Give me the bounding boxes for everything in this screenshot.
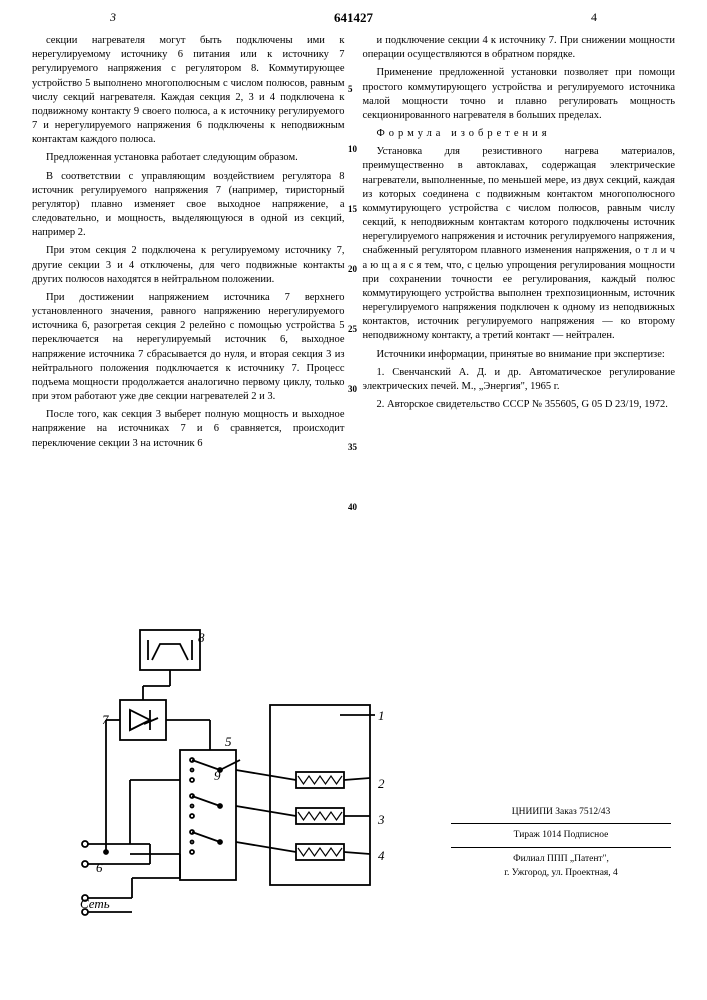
body-paragraph: После того, как секция 3 выберет полную … bbox=[32, 408, 345, 451]
left-column: секции нагревателя могут быть подключены… bbox=[32, 34, 345, 455]
svg-text:3: 3 bbox=[377, 812, 385, 827]
right-column: и подключение секции 4 к источнику 7. Пр… bbox=[363, 34, 676, 455]
body-paragraph: При достижении напряжением источника 7 в… bbox=[32, 291, 345, 404]
body-paragraph: Предложенная установка работает следующи… bbox=[32, 151, 345, 165]
body-paragraph: При этом секция 2 подключена к регулируе… bbox=[32, 244, 345, 287]
body-paragraph: и подключение секции 4 к источнику 7. Пр… bbox=[363, 34, 676, 62]
svg-text:2: 2 bbox=[378, 776, 385, 791]
svg-text:6: 6 bbox=[96, 860, 103, 875]
source-entry: 2. Авторское свидетельство СССР № 355605… bbox=[363, 398, 676, 412]
formula-title: Формула изобретения bbox=[363, 127, 676, 141]
body-columns: секции нагревателя могут быть подключены… bbox=[32, 34, 675, 455]
claim-paragraph: Установка для резистивного нагрева матер… bbox=[363, 145, 676, 343]
svg-text:8: 8 bbox=[198, 630, 205, 645]
sources-intro: Источники информации, принятые во вниман… bbox=[363, 348, 676, 362]
svg-text:1: 1 bbox=[378, 708, 385, 723]
colophon-address: г. Ужгород, ул. Проектная, 4 bbox=[451, 866, 671, 880]
schematic-figure: 8 7 5 9 1 2 3 4 6 Сеть bbox=[40, 620, 440, 920]
colophon-order: ЦНИИПИ Заказ 7512/43 bbox=[451, 805, 671, 819]
body-paragraph: Применение предложенной установки позвол… bbox=[363, 66, 676, 123]
source-entry: 1. Свенчанский А. Д. и др. Автоматическо… bbox=[363, 366, 676, 394]
body-paragraph: секции нагревателя могут быть подключены… bbox=[32, 34, 345, 147]
svg-text:5: 5 bbox=[225, 734, 232, 749]
line-marker: 40 bbox=[348, 502, 357, 512]
svg-text:9: 9 bbox=[214, 768, 221, 783]
body-paragraph: В соответствии с управляющим воздействие… bbox=[32, 170, 345, 241]
page-number-left: 3 bbox=[110, 10, 116, 25]
header: 3 641427 4 bbox=[0, 10, 707, 34]
page-number-right: 4 bbox=[591, 10, 597, 25]
colophon-block: ЦНИИПИ Заказ 7512/43 Тираж 1014 Подписно… bbox=[451, 805, 671, 880]
patent-page: 3 641427 4 510152025303540 секции нагрев… bbox=[0, 0, 707, 1000]
document-number: 641427 bbox=[334, 10, 373, 26]
svg-text:Сеть: Сеть bbox=[80, 896, 110, 911]
svg-text:7: 7 bbox=[102, 712, 109, 727]
colophon-branch: Филиал ППП „Патент", bbox=[451, 847, 671, 866]
colophon-tirage: Тираж 1014 Подписное bbox=[451, 823, 671, 842]
svg-text:4: 4 bbox=[378, 848, 385, 863]
